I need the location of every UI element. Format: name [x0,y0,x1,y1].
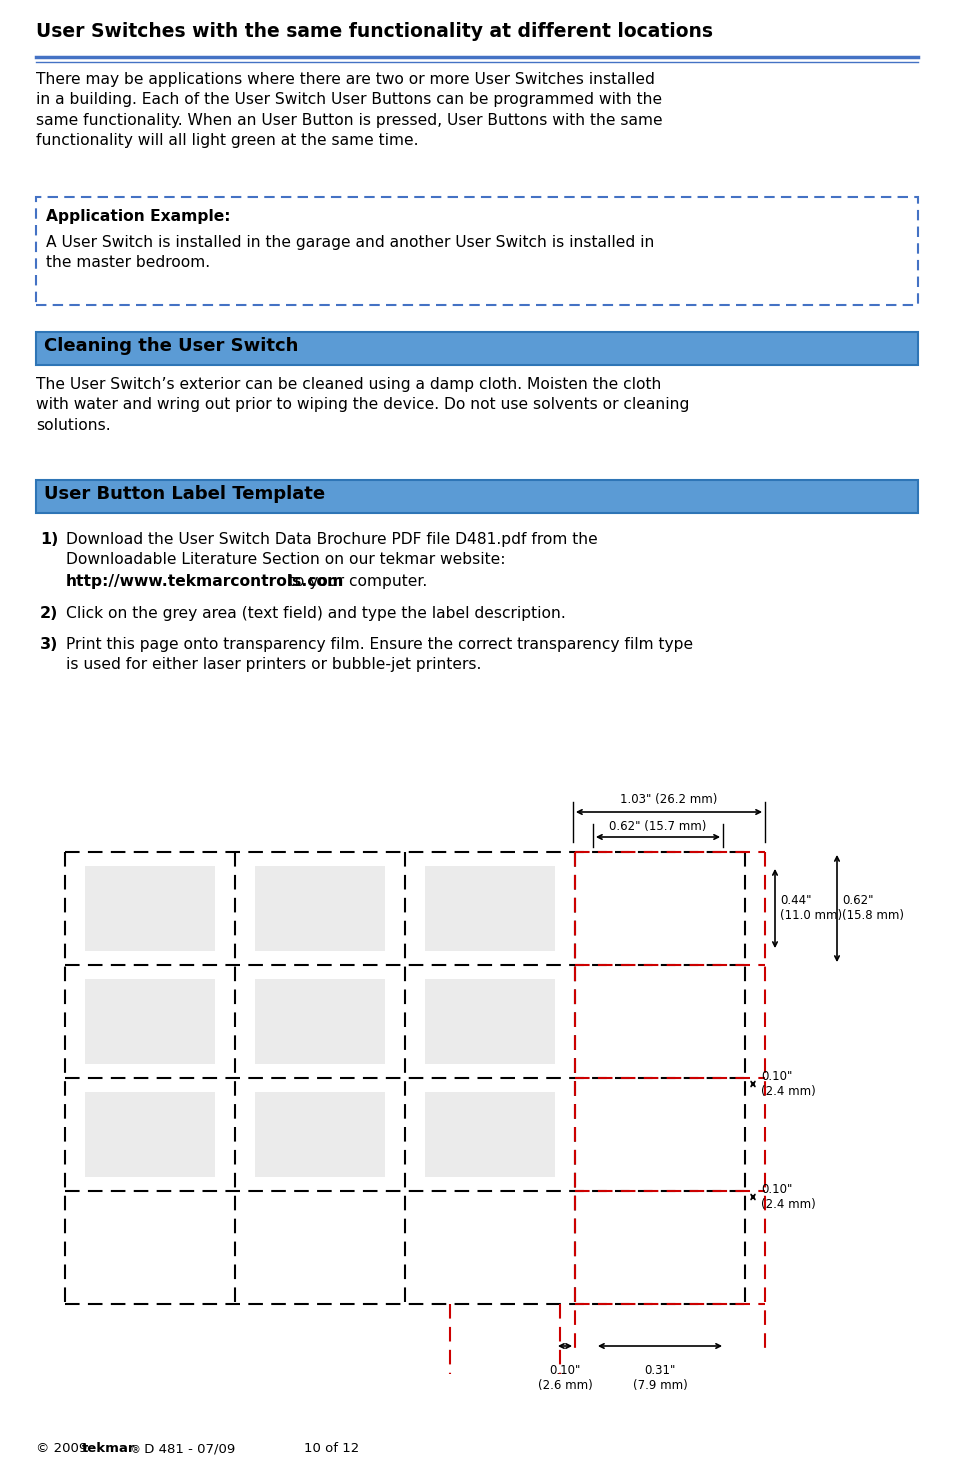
Text: 0.10"
(2.4 mm): 0.10" (2.4 mm) [760,1183,815,1211]
Bar [424,866,555,951]
Text: User Button Label Template: User Button Label Template [44,485,325,503]
Text: © 2009: © 2009 [36,1443,91,1454]
Text: http://www.tekmarcontrols.com: http://www.tekmarcontrols.com [66,574,344,589]
Bar [36,198,917,305]
Text: 0.10"
(2.6 mm): 0.10" (2.6 mm) [537,1364,592,1392]
Text: D 481 - 07/09: D 481 - 07/09 [140,1443,235,1454]
Text: The User Switch’s exterior can be cleaned using a damp cloth. Moisten the cloth
: The User Switch’s exterior can be cleane… [36,378,689,432]
Bar [424,1092,555,1177]
Text: There may be applications where there are two or more User Switches installed
in: There may be applications where there ar… [36,72,662,148]
Text: 10 of 12: 10 of 12 [304,1443,359,1454]
Text: Print this page onto transparency film. Ensure the correct transparency film typ: Print this page onto transparency film. … [66,637,693,673]
Text: 0.62" (15.7 mm): 0.62" (15.7 mm) [609,820,706,833]
Text: 1): 1) [40,532,58,547]
Text: 0.62"
(15.8 mm): 0.62" (15.8 mm) [841,894,903,922]
Bar [254,979,385,1063]
Bar [254,1092,385,1177]
Text: 1.03" (26.2 mm): 1.03" (26.2 mm) [619,794,717,805]
Text: User Switches with the same functionality at different locations: User Switches with the same functionalit… [36,22,712,41]
Bar [85,866,214,951]
Text: Click on the grey area (text field) and type the label description.: Click on the grey area (text field) and … [66,606,565,621]
Text: ®: ® [131,1446,141,1454]
Text: 2): 2) [40,606,58,621]
Text: Cleaning the User Switch: Cleaning the User Switch [44,336,298,355]
Bar [254,866,385,951]
Bar [36,332,917,364]
Text: A User Switch is installed in the garage and another User Switch is installed in: A User Switch is installed in the garage… [46,235,654,270]
Text: 3): 3) [40,637,58,652]
Text: 0.10"
(2.4 mm): 0.10" (2.4 mm) [760,1069,815,1097]
Text: 0.31"
(7.9 mm): 0.31" (7.9 mm) [632,1364,687,1392]
Bar [424,979,555,1063]
Bar [36,479,917,513]
Bar [85,1092,214,1177]
Text: Application Example:: Application Example: [46,209,231,224]
Text: 0.44"
(11.0 mm): 0.44" (11.0 mm) [780,894,841,922]
Bar [85,979,214,1063]
Text: to your computer.: to your computer. [284,574,427,589]
Text: Download the User Switch Data Brochure PDF file D481.pdf from the
Downloadable L: Download the User Switch Data Brochure P… [66,532,598,568]
Text: tekmar: tekmar [82,1443,135,1454]
